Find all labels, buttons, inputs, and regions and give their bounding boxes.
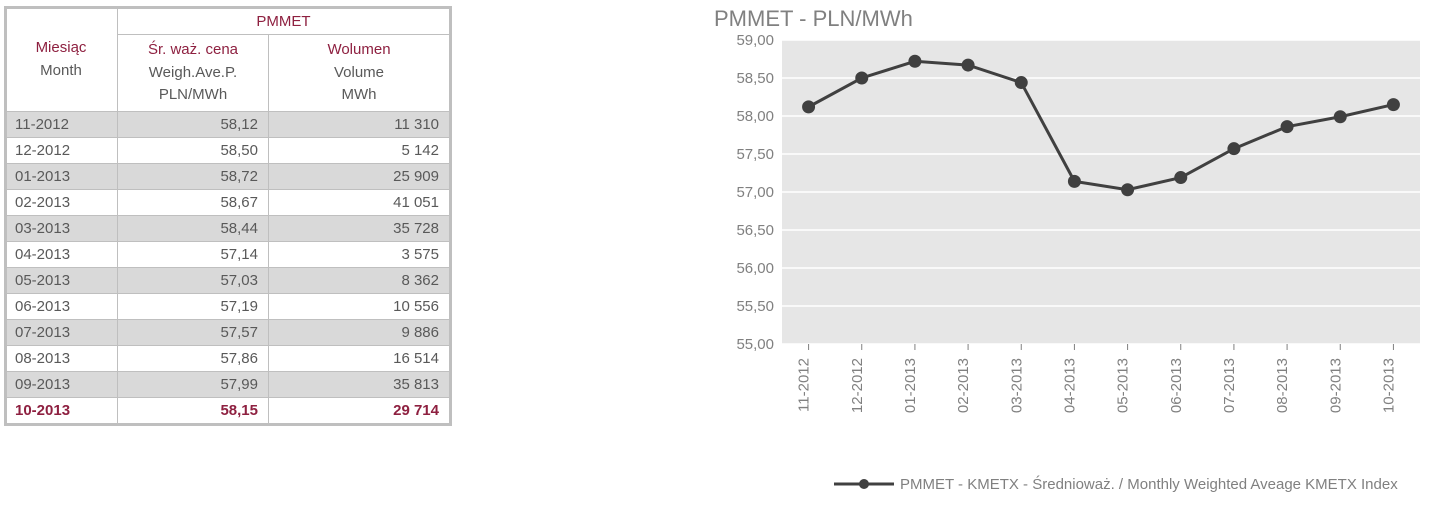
svg-text:56,50: 56,50 (736, 222, 774, 239)
svg-text:PMMET - KMETX - Średnioważ. /: PMMET - KMETX - Średnioważ. / Monthly We… (900, 475, 1398, 493)
cell-volume: 25 909 (269, 163, 451, 189)
cell-price: 58,15 (118, 397, 269, 424)
svg-text:11-2012: 11-2012 (796, 358, 813, 412)
header-price-en1: Weigh.Ave.P. (149, 62, 237, 85)
cell-volume: 10 556 (269, 293, 451, 319)
table-row: 09-201357,9935 813 (6, 371, 451, 397)
svg-text:05-2013: 05-2013 (1115, 358, 1132, 413)
cell-price: 58,50 (118, 137, 269, 163)
cell-price: 57,86 (118, 345, 269, 371)
cell-price: 58,44 (118, 215, 269, 241)
table-row: 01-201358,7225 909 (6, 163, 451, 189)
table-row: 08-201357,8616 514 (6, 345, 451, 371)
svg-text:03-2013: 03-2013 (1008, 358, 1025, 413)
header-price: Śr. waż. cena Weigh.Ave.P. PLN/MWh (118, 35, 269, 112)
header-price-pl: Śr. waż. cena (148, 39, 238, 62)
header-volume-pl: Wolumen (327, 39, 390, 62)
chart-title: PMMET - PLN/MWh (714, 6, 1432, 32)
header-volume-en1: Volume (334, 62, 384, 85)
header-month-en: Month (40, 60, 82, 83)
header-price-en2: PLN/MWh (159, 84, 227, 107)
cell-volume: 11 310 (269, 111, 451, 137)
svg-text:59,00: 59,00 (736, 34, 774, 49)
cell-month: 07-2013 (6, 319, 118, 345)
cell-month: 02-2013 (6, 189, 118, 215)
svg-text:10-2013: 10-2013 (1380, 358, 1397, 413)
svg-text:02-2013: 02-2013 (955, 358, 972, 413)
cell-month: 01-2013 (6, 163, 118, 189)
svg-text:58,50: 58,50 (736, 70, 774, 87)
table-row: 11-201258,1211 310 (6, 111, 451, 137)
svg-text:55,00: 55,00 (736, 336, 774, 353)
cell-volume: 41 051 (269, 189, 451, 215)
header-volume-en2: MWh (342, 84, 377, 107)
cell-price: 57,19 (118, 293, 269, 319)
svg-text:58,00: 58,00 (736, 108, 774, 125)
cell-price: 58,72 (118, 163, 269, 189)
header-volume: Wolumen Volume MWh (269, 35, 451, 112)
cell-month: 04-2013 (6, 241, 118, 267)
cell-price: 57,99 (118, 371, 269, 397)
table-row: 04-201357,143 575 (6, 241, 451, 267)
cell-volume: 35 728 (269, 215, 451, 241)
table-body: 11-201258,1211 31012-201258,505 14201-20… (6, 111, 451, 424)
svg-text:57,50: 57,50 (736, 146, 774, 163)
table-row: 10-201358,1529 714 (6, 397, 451, 424)
pmmet-data-table: Miesiąc Month PMMET Śr. waż. cena Weigh.… (4, 6, 452, 426)
svg-text:56,00: 56,00 (736, 260, 774, 277)
table-row: 12-201258,505 142 (6, 137, 451, 163)
cell-month: 05-2013 (6, 267, 118, 293)
header-month: Miesiąc Month (6, 8, 118, 112)
pmmet-chart: PMMET - PLN/MWh 55,00 55,50 56,00 56,50 57,0… (712, 6, 1432, 504)
cell-volume: 9 886 (269, 319, 451, 345)
svg-text:04-2013: 04-2013 (1061, 358, 1078, 413)
cell-month: 09-2013 (6, 371, 118, 397)
table-row: 02-201358,6741 051 (6, 189, 451, 215)
cell-volume: 16 514 (269, 345, 451, 371)
cell-volume: 29 714 (269, 397, 451, 424)
table-row: 05-201357,038 362 (6, 267, 451, 293)
cell-volume: 5 142 (269, 137, 451, 163)
cell-month: 11-2012 (6, 111, 118, 137)
svg-text:01-2013: 01-2013 (902, 358, 919, 413)
table-row: 06-201357,1910 556 (6, 293, 451, 319)
svg-text:57,00: 57,00 (736, 184, 774, 201)
cell-price: 57,57 (118, 319, 269, 345)
cell-price: 58,67 (118, 189, 269, 215)
cell-volume: 8 362 (269, 267, 451, 293)
table-row: 03-201358,4435 728 (6, 215, 451, 241)
cell-month: 12-2012 (6, 137, 118, 163)
cell-month: 10-2013 (6, 397, 118, 424)
svg-text:55,50: 55,50 (736, 298, 774, 315)
cell-volume: 35 813 (269, 371, 451, 397)
chart-svg: 55,00 55,50 56,00 56,50 57,00 57,50 58,00 58,50… (712, 34, 1432, 504)
cell-month: 08-2013 (6, 345, 118, 371)
svg-text:07-2013: 07-2013 (1221, 358, 1238, 413)
svg-text:08-2013: 08-2013 (1274, 358, 1291, 413)
svg-text:09-2013: 09-2013 (1327, 358, 1344, 413)
cell-volume: 3 575 (269, 241, 451, 267)
cell-month: 03-2013 (6, 215, 118, 241)
header-month-pl: Miesiąc (36, 37, 87, 60)
cell-price: 58,12 (118, 111, 269, 137)
cell-price: 57,03 (118, 267, 269, 293)
cell-price: 57,14 (118, 241, 269, 267)
table-row: 07-201357,579 886 (6, 319, 451, 345)
svg-text:12-2012: 12-2012 (849, 358, 866, 413)
cell-month: 06-2013 (6, 293, 118, 319)
svg-text:06-2013: 06-2013 (1168, 358, 1185, 413)
header-title: PMMET (118, 8, 451, 35)
